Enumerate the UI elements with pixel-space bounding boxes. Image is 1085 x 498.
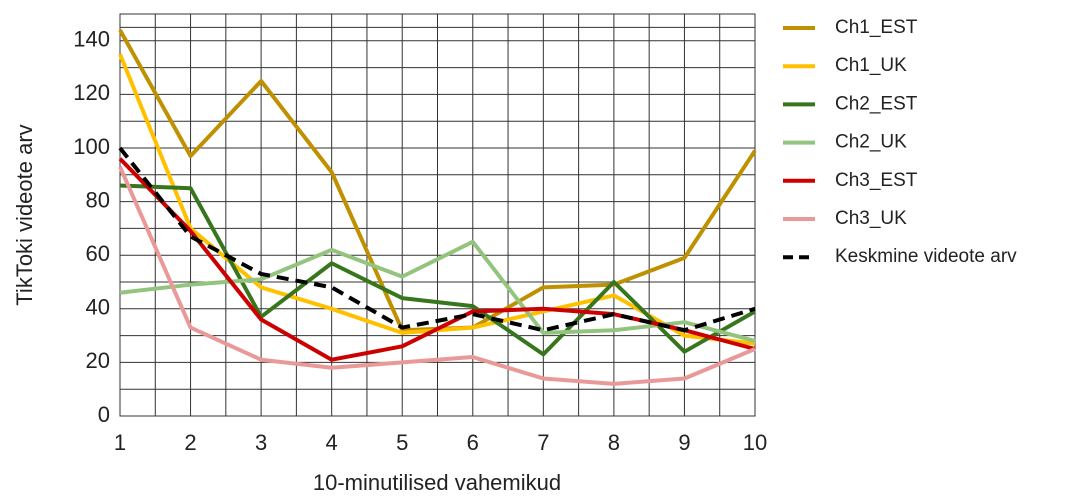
x-tick-label: 7 — [537, 430, 549, 455]
y-tick-label: 60 — [86, 241, 110, 266]
legend-label: Ch3_EST — [835, 170, 918, 191]
legend-label: Ch2_UK — [835, 132, 907, 153]
y-tick-label: 140 — [73, 27, 110, 52]
series-line — [118, 165, 756, 386]
y-tick-label: 120 — [73, 80, 110, 105]
y-axis-label: TikToki videote arv — [12, 124, 37, 305]
x-tick-label: 10 — [743, 430, 767, 455]
x-tick-label: 3 — [255, 430, 267, 455]
legend-label: Ch1_EST — [835, 17, 918, 38]
x-tick-label: 1 — [114, 430, 126, 455]
legend-label: Ch3_UK — [835, 208, 907, 229]
x-tick-label: 8 — [608, 430, 620, 455]
y-tick-label: 80 — [86, 187, 110, 212]
series-line — [119, 239, 756, 343]
y-tick-label: 40 — [86, 295, 110, 320]
x-axis-label: 10-minutilised vahemikud — [313, 470, 561, 495]
legend-label: Ch1_UK — [835, 55, 907, 76]
plot-border — [119, 13, 756, 417]
y-tick-label: 20 — [86, 348, 110, 373]
legend-label: Keskmine videote arv — [835, 246, 1017, 267]
x-tick-label: 6 — [467, 430, 479, 455]
y-tick-label: 100 — [73, 134, 110, 159]
series-line — [119, 183, 756, 357]
legend-label: Ch2_EST — [835, 93, 918, 114]
x-tick-label: 9 — [678, 430, 690, 455]
x-tick-label: 2 — [184, 430, 196, 455]
x-tick-label: 5 — [396, 430, 408, 455]
y-tick-label: 0 — [98, 402, 110, 427]
series-line — [118, 146, 756, 333]
x-tick-label: 4 — [326, 430, 338, 455]
